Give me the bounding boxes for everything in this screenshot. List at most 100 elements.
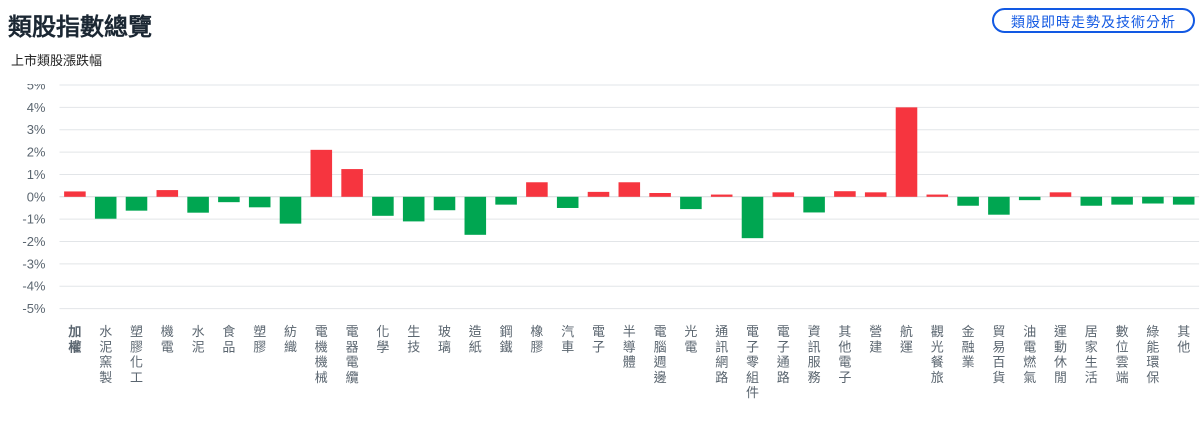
svg-text:閒: 閒 — [1054, 370, 1067, 385]
svg-text:位: 位 — [1116, 339, 1129, 354]
svg-text:鋼: 鋼 — [500, 324, 513, 339]
svg-text:化: 化 — [130, 355, 143, 370]
svg-text:週: 週 — [654, 355, 667, 370]
svg-text:活: 活 — [1085, 370, 1098, 385]
svg-text:窯: 窯 — [99, 355, 112, 370]
svg-text:機: 機 — [315, 355, 328, 370]
svg-text:造: 造 — [469, 324, 482, 339]
svg-text:子: 子 — [838, 370, 851, 385]
svg-text:貨: 貨 — [992, 370, 1005, 385]
svg-text:他: 他 — [1177, 339, 1190, 354]
svg-text:休: 休 — [1054, 355, 1067, 370]
svg-text:體: 體 — [623, 355, 636, 370]
svg-text:子: 子 — [746, 339, 759, 354]
svg-text:化: 化 — [376, 324, 389, 339]
svg-text:紡: 紡 — [284, 324, 297, 339]
svg-text:電: 電 — [684, 339, 697, 354]
svg-text:汽: 汽 — [561, 324, 574, 339]
svg-text:器: 器 — [346, 339, 359, 354]
svg-text:通: 通 — [715, 324, 728, 339]
svg-text:車: 車 — [561, 339, 574, 354]
svg-text:4%: 4% — [27, 100, 46, 115]
svg-text:學: 學 — [376, 339, 389, 354]
svg-text:組: 組 — [746, 370, 759, 385]
svg-text:建: 建 — [869, 339, 882, 354]
svg-text:件: 件 — [746, 385, 759, 400]
svg-text:2%: 2% — [27, 145, 46, 160]
svg-text:觀: 觀 — [931, 324, 944, 339]
svg-text:雲: 雲 — [1116, 355, 1129, 370]
svg-text:百: 百 — [992, 355, 1005, 370]
svg-text:電: 電 — [838, 355, 851, 370]
svg-text:璃: 璃 — [438, 339, 451, 354]
svg-text:膠: 膠 — [530, 339, 543, 354]
svg-text:加: 加 — [67, 324, 81, 339]
svg-text:易: 易 — [992, 339, 1005, 354]
svg-text:居: 居 — [1085, 324, 1098, 339]
svg-text:服: 服 — [808, 355, 821, 370]
svg-text:油: 油 — [1023, 324, 1036, 339]
svg-text:貿: 貿 — [992, 324, 1005, 339]
svg-text:機: 機 — [161, 324, 174, 339]
svg-text:泥: 泥 — [192, 339, 205, 354]
svg-text:資: 資 — [808, 324, 821, 339]
svg-text:他: 他 — [838, 339, 851, 354]
svg-text:-5%: -5% — [22, 301, 46, 316]
svg-text:子: 子 — [777, 339, 790, 354]
svg-text:金: 金 — [962, 324, 975, 339]
svg-text:工: 工 — [130, 370, 143, 385]
svg-text:3%: 3% — [27, 122, 46, 137]
svg-text:電: 電 — [654, 324, 667, 339]
svg-text:械: 械 — [315, 370, 328, 385]
svg-text:路: 路 — [777, 370, 790, 385]
svg-text:塑: 塑 — [253, 324, 266, 339]
svg-text:鐵: 鐵 — [500, 339, 513, 354]
svg-text:其: 其 — [838, 324, 851, 339]
svg-text:技: 技 — [407, 339, 420, 354]
svg-text:食: 食 — [222, 324, 235, 339]
svg-text:機: 機 — [315, 339, 328, 354]
svg-text:路: 路 — [715, 370, 728, 385]
svg-text:製: 製 — [99, 370, 112, 385]
svg-text:玻: 玻 — [438, 324, 451, 339]
svg-text:零: 零 — [746, 355, 759, 370]
svg-text:5%: 5% — [27, 84, 46, 93]
svg-text:電: 電 — [746, 324, 759, 339]
svg-text:泥: 泥 — [99, 339, 112, 354]
svg-text:融: 融 — [962, 339, 975, 354]
svg-text:電: 電 — [592, 324, 605, 339]
svg-text:-2%: -2% — [22, 234, 46, 249]
svg-text:權: 權 — [68, 339, 81, 354]
svg-text:1%: 1% — [27, 167, 46, 182]
svg-text:其: 其 — [1177, 324, 1190, 339]
svg-text:氣: 氣 — [1023, 370, 1036, 385]
svg-text:電: 電 — [777, 324, 790, 339]
svg-text:家: 家 — [1085, 339, 1098, 354]
svg-text:邊: 邊 — [654, 370, 667, 385]
svg-text:航: 航 — [900, 324, 913, 339]
svg-text:務: 務 — [808, 370, 821, 385]
svg-text:數: 數 — [1116, 324, 1129, 339]
svg-text:動: 動 — [1054, 339, 1067, 354]
svg-text:電: 電 — [1023, 339, 1036, 354]
svg-text:端: 端 — [1116, 370, 1129, 385]
svg-text:0%: 0% — [27, 189, 46, 204]
svg-text:子: 子 — [592, 339, 605, 354]
svg-text:光: 光 — [684, 324, 697, 339]
svg-text:水: 水 — [99, 324, 112, 339]
svg-text:通: 通 — [777, 355, 790, 370]
svg-text:環: 環 — [1146, 355, 1159, 370]
svg-text:運: 運 — [900, 339, 913, 354]
svg-text:纜: 纜 — [346, 370, 359, 385]
svg-text:織: 織 — [284, 339, 297, 354]
svg-text:橡: 橡 — [530, 324, 543, 339]
svg-text:燃: 燃 — [1023, 355, 1036, 370]
svg-text:綠: 綠 — [1146, 324, 1159, 339]
svg-text:保: 保 — [1146, 370, 1159, 385]
svg-text:-1%: -1% — [22, 212, 46, 227]
svg-text:膠: 膠 — [130, 339, 143, 354]
svg-text:導: 導 — [623, 339, 636, 354]
svg-text:餐: 餐 — [931, 355, 944, 370]
svg-text:電: 電 — [315, 324, 328, 339]
svg-text:品: 品 — [222, 339, 235, 354]
